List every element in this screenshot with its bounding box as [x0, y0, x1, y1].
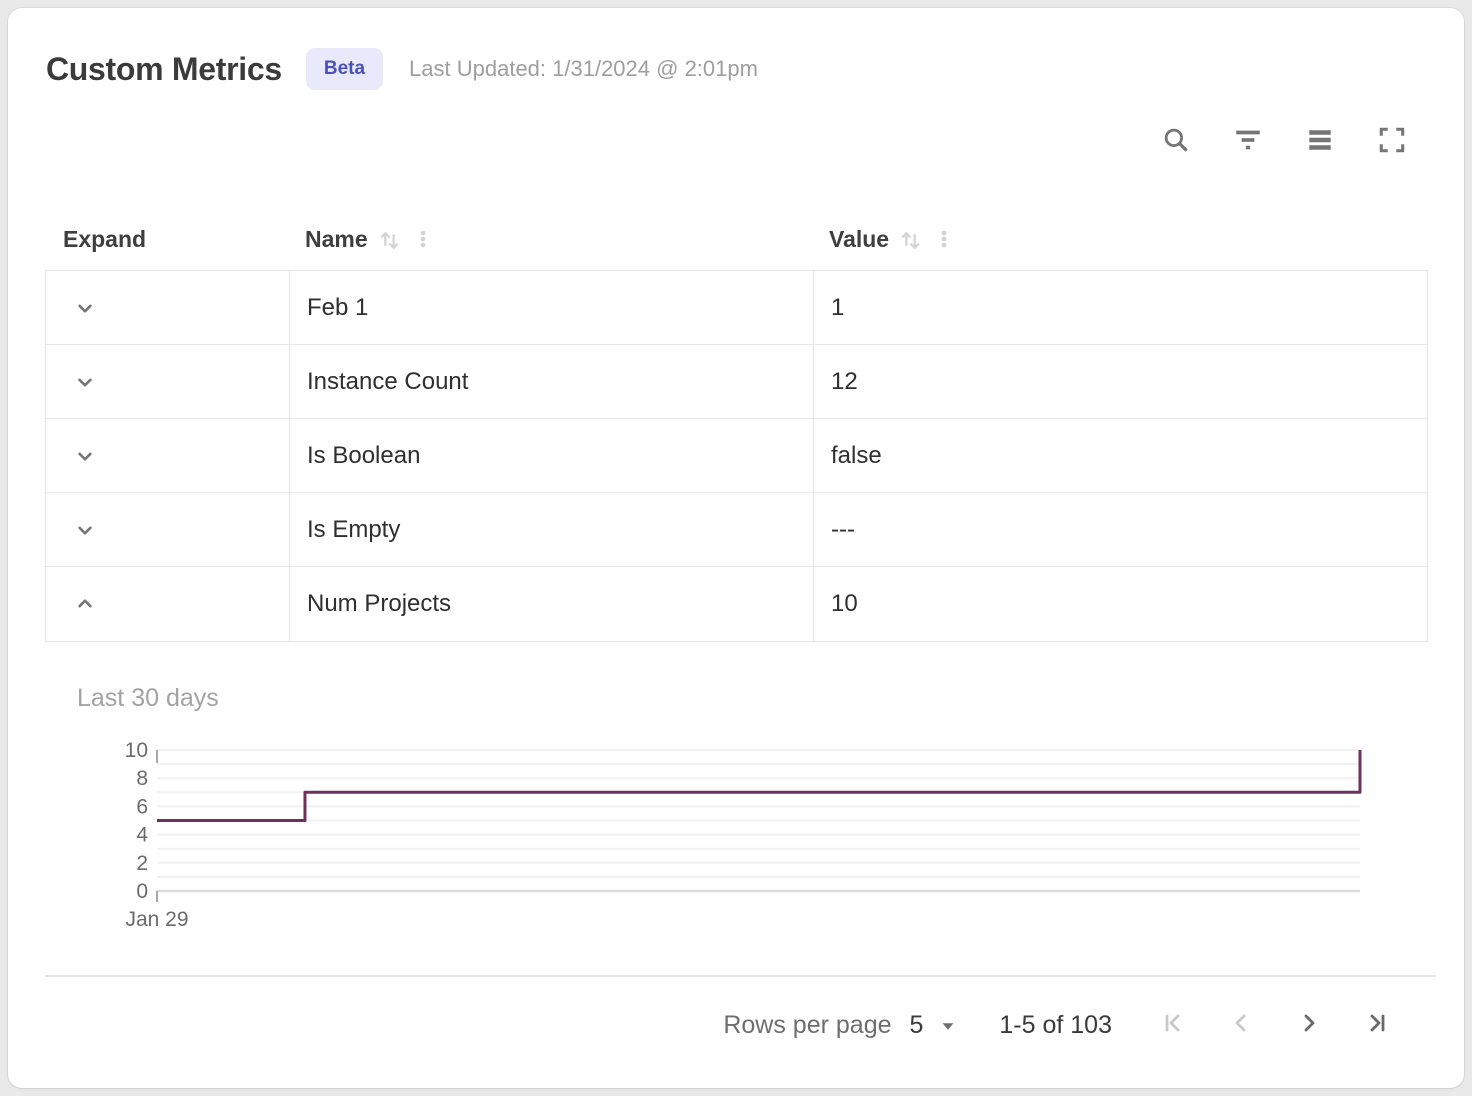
- svg-text:4: 4: [136, 824, 148, 847]
- chevron-right-icon: [1295, 1009, 1323, 1042]
- name-cell: Feb 1: [289, 271, 813, 344]
- table-row: Num Projects 10: [46, 567, 1427, 641]
- column-label: Value: [829, 225, 890, 252]
- page-range-label: 1-5 of 103: [999, 1011, 1112, 1039]
- table-header-row: Expand Name Value: [45, 208, 1428, 270]
- filter-icon: [1233, 125, 1263, 160]
- expand-button[interactable]: [70, 515, 100, 545]
- first-page-icon: [1159, 1009, 1187, 1042]
- pagination-footer: Rows per page 5 1-5 of 103: [45, 975, 1436, 1088]
- sort-icon[interactable]: [376, 226, 403, 253]
- value-cell: 1: [813, 271, 1427, 344]
- rows-per-page-label: Rows per page: [723, 1011, 892, 1039]
- column-menu-icon[interactable]: [411, 227, 435, 251]
- first-page-button[interactable]: [1158, 1011, 1188, 1041]
- table-body: Feb 1 1 Instance Count 12 Is Boolean fal…: [45, 270, 1428, 642]
- header: Custom Metrics Beta Last Updated: 1/31/2…: [46, 48, 758, 90]
- svg-text:2: 2: [136, 852, 148, 875]
- fullscreen-button[interactable]: [1376, 126, 1408, 158]
- search-icon: [1161, 125, 1191, 160]
- table-row: Instance Count 12: [46, 345, 1427, 419]
- table-row: Is Boolean false: [46, 419, 1427, 493]
- value-cell: 12: [813, 345, 1427, 418]
- name-cell: Is Empty: [289, 493, 813, 566]
- last-page-icon: [1363, 1009, 1391, 1042]
- density-icon: [1305, 125, 1335, 160]
- column-header-name[interactable]: Name: [288, 226, 812, 253]
- name-cell: Is Boolean: [289, 419, 813, 492]
- svg-text:8: 8: [136, 767, 148, 790]
- value-cell: ---: [813, 493, 1427, 566]
- expand-button[interactable]: [70, 589, 100, 619]
- next-page-button[interactable]: [1294, 1011, 1324, 1041]
- grid-toolbar: [1160, 126, 1408, 158]
- column-header-value[interactable]: Value: [812, 226, 1428, 253]
- table-row: Is Empty ---: [46, 493, 1427, 567]
- value-cell: 10: [813, 567, 1427, 641]
- chart-title: Last 30 days: [77, 684, 219, 712]
- svg-text:0: 0: [136, 880, 148, 903]
- chart-canvas: 0 2 4 6 8 10 Jan 29: [125, 739, 1362, 931]
- step-line-chart: 0 2 4 6 8 10 Jan 29: [112, 739, 1372, 939]
- search-button[interactable]: [1160, 126, 1192, 158]
- column-label: Name: [305, 225, 368, 252]
- svg-text:Jan 29: Jan 29: [125, 908, 188, 931]
- previous-page-button[interactable]: [1226, 1011, 1256, 1041]
- expand-button[interactable]: [70, 441, 100, 471]
- table-row: Feb 1 1: [46, 271, 1427, 345]
- column-label: Expand: [63, 225, 147, 252]
- sort-icon[interactable]: [897, 226, 924, 253]
- name-cell: Num Projects: [289, 567, 813, 641]
- beta-badge: Beta: [305, 48, 384, 90]
- rows-per-page-select[interactable]: 5: [909, 1011, 924, 1039]
- last-page-button[interactable]: [1362, 1011, 1392, 1041]
- expand-button[interactable]: [70, 293, 100, 323]
- column-header-expand: Expand: [45, 226, 288, 253]
- filter-button[interactable]: [1232, 126, 1264, 158]
- last-updated-text: Last Updated: 1/31/2024 @ 2:01pm: [409, 56, 758, 81]
- caret-down-icon[interactable]: [935, 1013, 961, 1039]
- metrics-table: Expand Name Value: [45, 208, 1428, 642]
- svg-text:10: 10: [125, 742, 148, 762]
- pager-buttons: [1158, 1011, 1392, 1041]
- page-title: Custom Metrics: [46, 50, 282, 87]
- custom-metrics-panel: Custom Metrics Beta Last Updated: 1/31/2…: [8, 8, 1464, 1088]
- density-button[interactable]: [1304, 126, 1336, 158]
- value-cell: false: [813, 419, 1427, 492]
- column-menu-icon[interactable]: [932, 227, 956, 251]
- name-cell: Instance Count: [289, 345, 813, 418]
- fullscreen-icon: [1377, 125, 1407, 160]
- svg-text:6: 6: [136, 795, 148, 818]
- chevron-left-icon: [1227, 1009, 1255, 1042]
- expand-button[interactable]: [70, 367, 100, 397]
